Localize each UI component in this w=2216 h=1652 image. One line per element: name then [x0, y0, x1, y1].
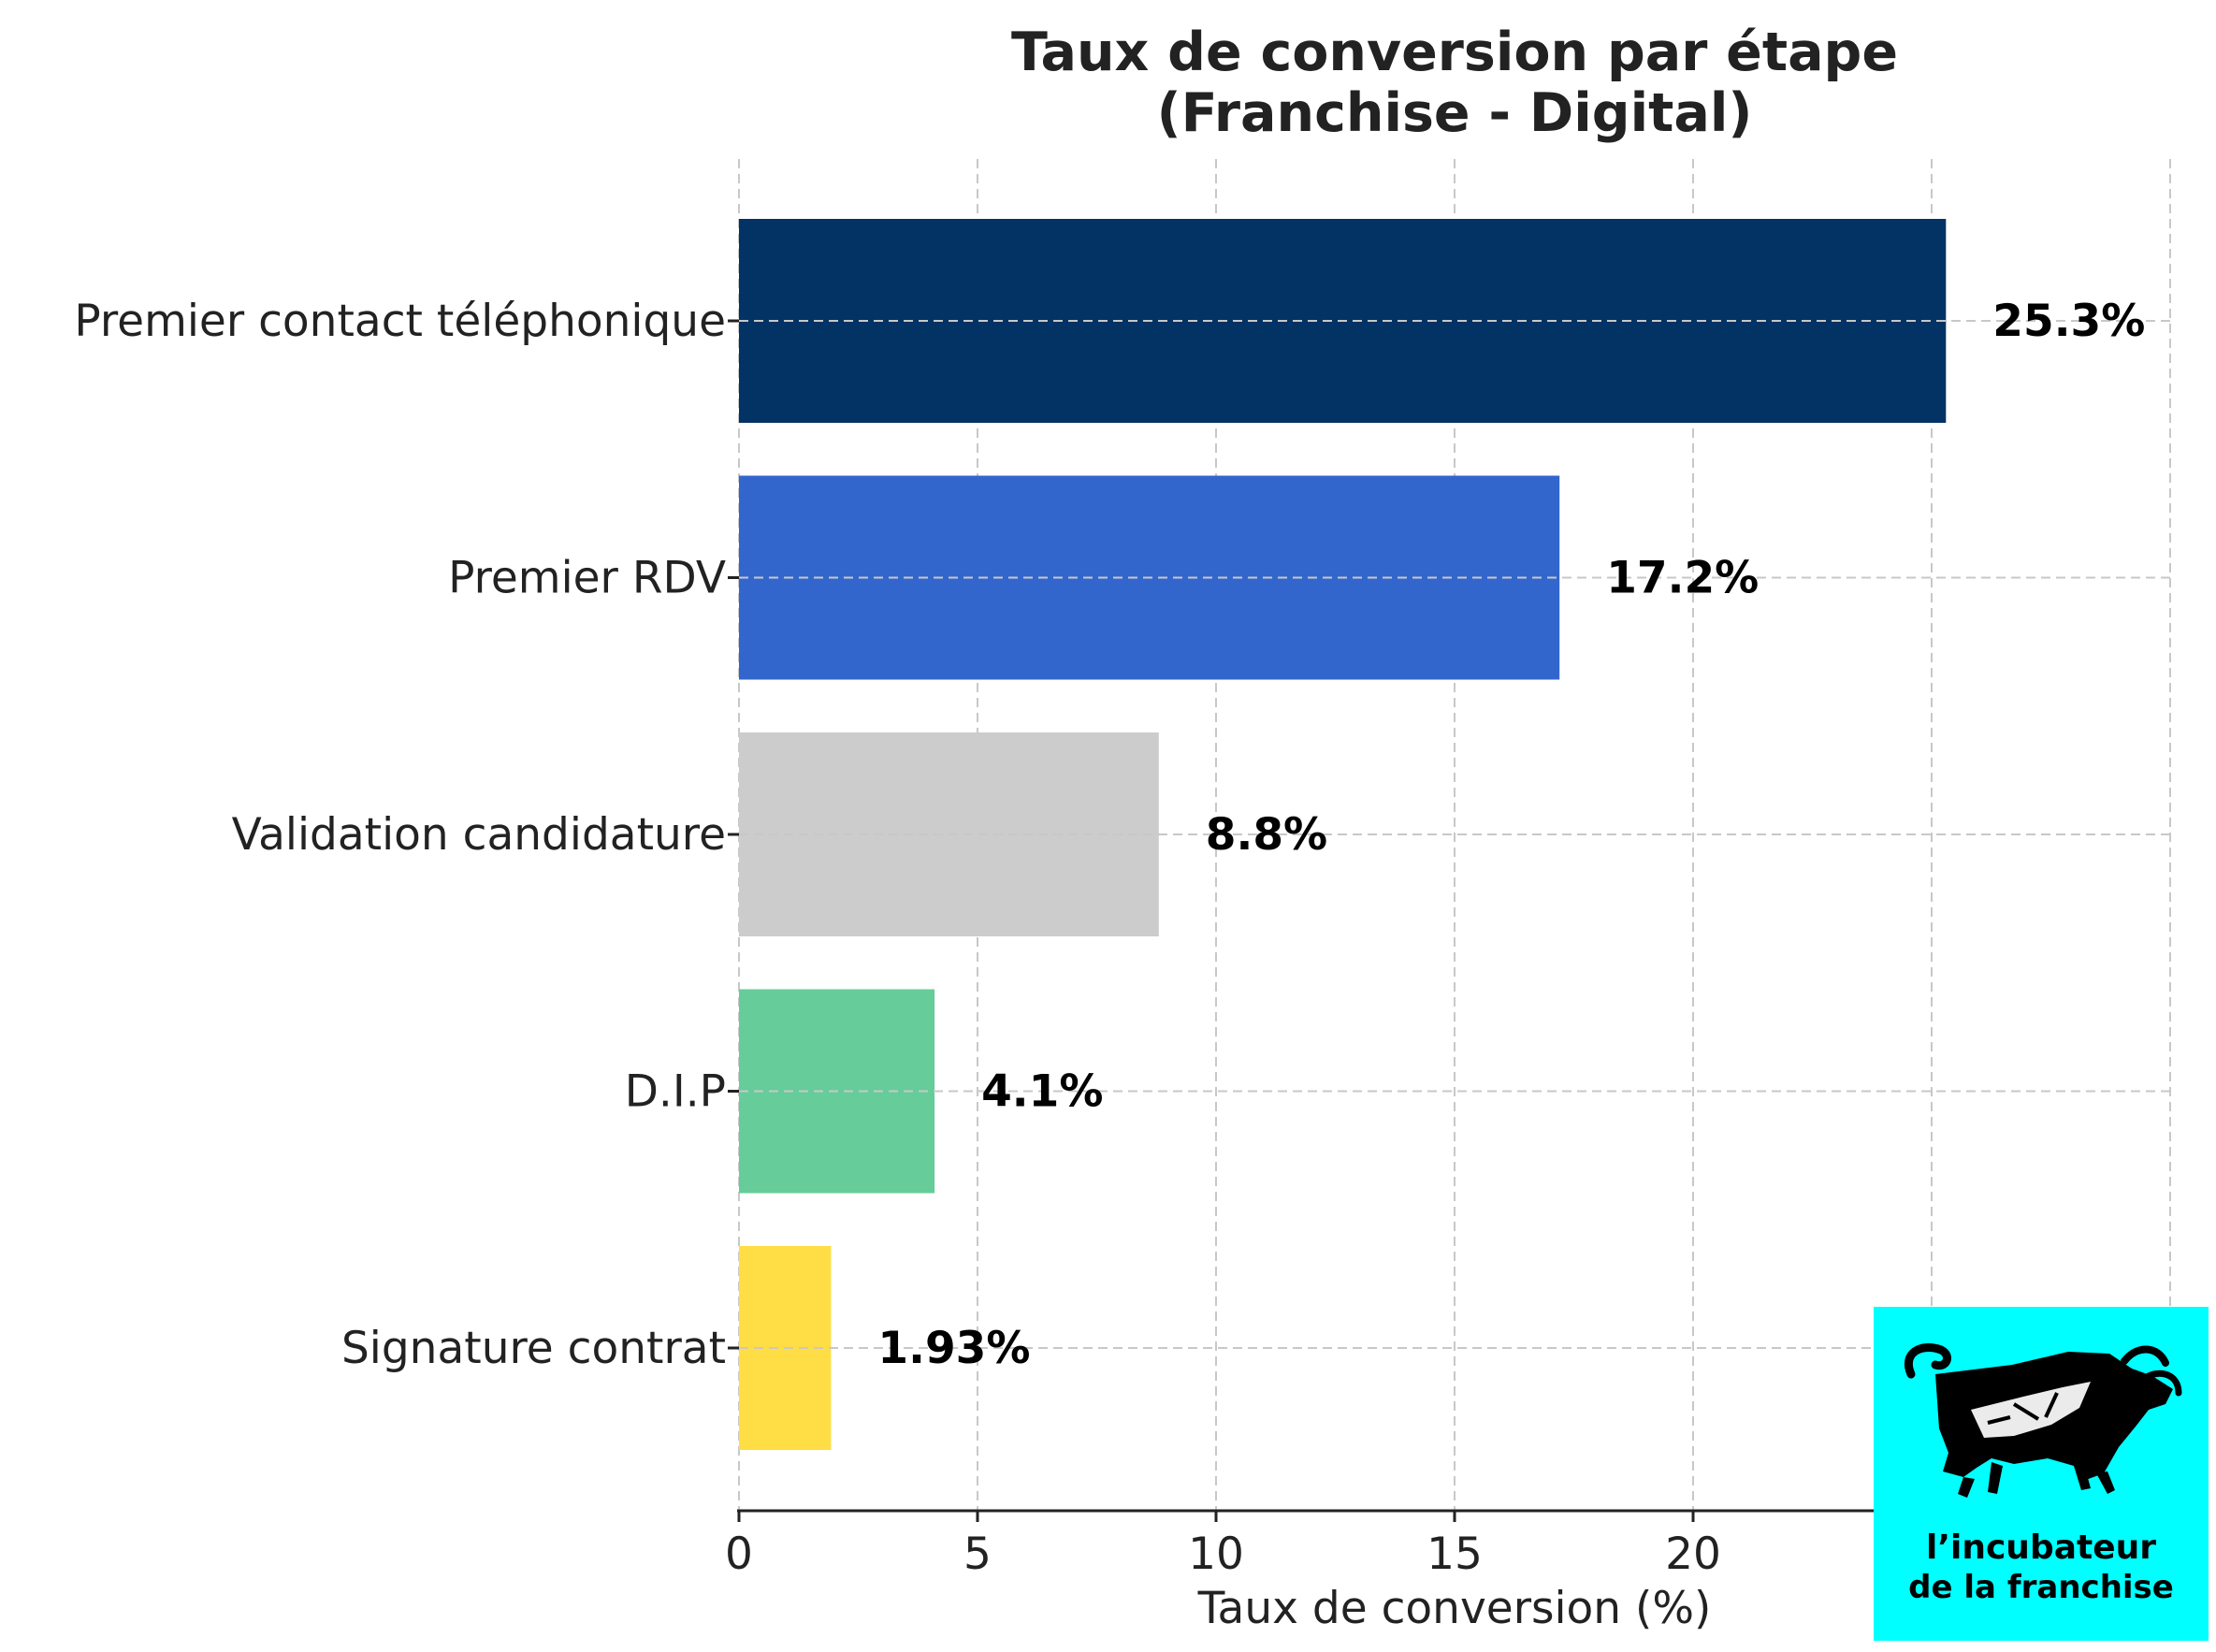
category-label: Validation candidature [232, 809, 726, 861]
data-label: 17.2% [1606, 553, 1759, 604]
logo-line-1: l’incubateur [1925, 1529, 2157, 1567]
chart-title: Taux de conversion par étape [1011, 22, 1898, 83]
x-axis-label: Taux de conversion (%) [1197, 1583, 1712, 1634]
category-label: Signature contrat [341, 1323, 726, 1374]
x-tick-label: 15 [1427, 1529, 1483, 1580]
category-label: Premier RDV [448, 553, 726, 604]
x-tick-label: 5 [963, 1529, 992, 1580]
chart-subtitle: (Franchise - Digital) [1157, 82, 1753, 144]
x-tick-label: 20 [1665, 1529, 1721, 1580]
data-label: 1.93% [877, 1323, 1030, 1374]
data-label: 8.8% [1206, 809, 1327, 861]
logo-line-2: de la franchise [1908, 1569, 2174, 1606]
x-tick-label: 0 [725, 1529, 753, 1580]
data-label: 4.1% [981, 1066, 1103, 1118]
bull-icon [1904, 1343, 2182, 1498]
category-labels: Premier contact téléphonique Premier RDV V… [74, 296, 739, 1374]
category-label: Premier contact téléphonique [74, 296, 726, 347]
x-tick-label: 10 [1188, 1529, 1244, 1580]
data-label: 25.3% [1992, 296, 2145, 347]
category-label: D.I.P [625, 1066, 726, 1118]
logo-badge: l’incubateur de la franchise [1874, 1307, 2209, 1641]
x-ticks: 0 5 10 15 20 [725, 1511, 1721, 1580]
data-labels: 25.3% 17.2% 8.8% 4.1% 1.93% [877, 296, 2145, 1374]
